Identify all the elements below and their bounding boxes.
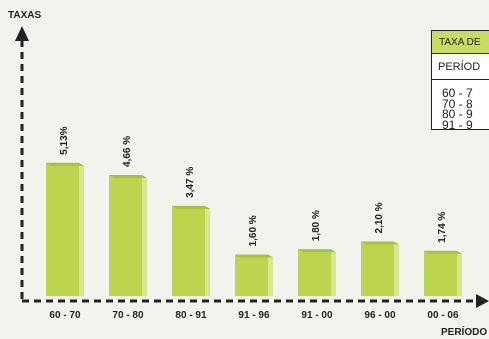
legend-row: 70 - 8 xyxy=(442,96,473,111)
value-labels: 5,13% 4,66 % 3,47 % 1,60 % 1,80 % 2,10 % 1,74 … xyxy=(59,126,448,246)
bar-top-0 xyxy=(46,162,84,166)
value-label: 4,66 % xyxy=(122,136,133,167)
x-tick-label: 91 - 96 xyxy=(238,310,270,321)
value-label: 5,13% xyxy=(59,126,70,154)
bar-side-6 xyxy=(457,250,462,296)
value-label: 3,47 % xyxy=(185,167,196,198)
legend-row: 60 - 7 xyxy=(442,86,473,100)
x-tick-label: 80 - 91 xyxy=(175,310,207,321)
legend-header: TAXA DE xyxy=(432,31,489,54)
bar-1 xyxy=(109,175,142,296)
legend-table: TAXA DE PERÍOD 60 - 770 - 880 - 991 - 99… xyxy=(431,30,489,130)
y-axis-arrow-icon xyxy=(15,26,29,41)
x-tick-label: 60 - 70 xyxy=(49,310,81,321)
bar-0 xyxy=(46,162,79,296)
x-axis-label: PERÍODO xyxy=(441,325,487,338)
bar-3 xyxy=(235,254,268,296)
bar-top-3 xyxy=(235,254,273,258)
bar-2 xyxy=(172,205,205,296)
bar-top-4 xyxy=(298,249,336,253)
legend-row: 91 - 9 xyxy=(442,117,473,130)
x-tick-label: 96 - 00 xyxy=(364,310,396,321)
bar-6 xyxy=(424,250,457,296)
bar-top-2 xyxy=(172,205,210,209)
bar-side-5 xyxy=(394,241,399,296)
bar-side-1 xyxy=(142,175,147,296)
bar-side-2 xyxy=(205,205,210,296)
y-axis-label: TAXAS xyxy=(8,10,41,21)
bar-4 xyxy=(298,249,331,296)
x-tick-label: 91 - 00 xyxy=(301,310,333,321)
legend-subheader: PERÍOD xyxy=(432,54,489,80)
bar-side-4 xyxy=(331,249,336,296)
bar-top-1 xyxy=(109,175,147,179)
value-label: 1,60 % xyxy=(248,215,259,246)
x-tick-label: 00 - 06 xyxy=(427,310,459,321)
x-tick-label: 70 - 80 xyxy=(112,310,144,321)
bar-5 xyxy=(361,241,394,296)
value-label: 2,10 % xyxy=(374,202,385,233)
legend-row: 80 - 9 xyxy=(442,107,473,121)
bar-top-6 xyxy=(424,250,462,254)
legend-rows: 60 - 770 - 880 - 991 - 991 - 096 - 000 -… xyxy=(432,80,489,130)
bars-group xyxy=(46,162,462,296)
bar-side-0 xyxy=(79,162,84,296)
bar-top-5 xyxy=(361,241,399,245)
bar-side-3 xyxy=(268,254,273,296)
value-label: 1,80 % xyxy=(311,210,322,241)
x-tick-labels: 60 - 70 70 - 80 80 - 91 91 - 96 91 - 00 96 - … xyxy=(49,310,459,321)
x-axis-arrow-icon xyxy=(476,294,489,308)
value-label: 1,74 % xyxy=(437,212,448,243)
